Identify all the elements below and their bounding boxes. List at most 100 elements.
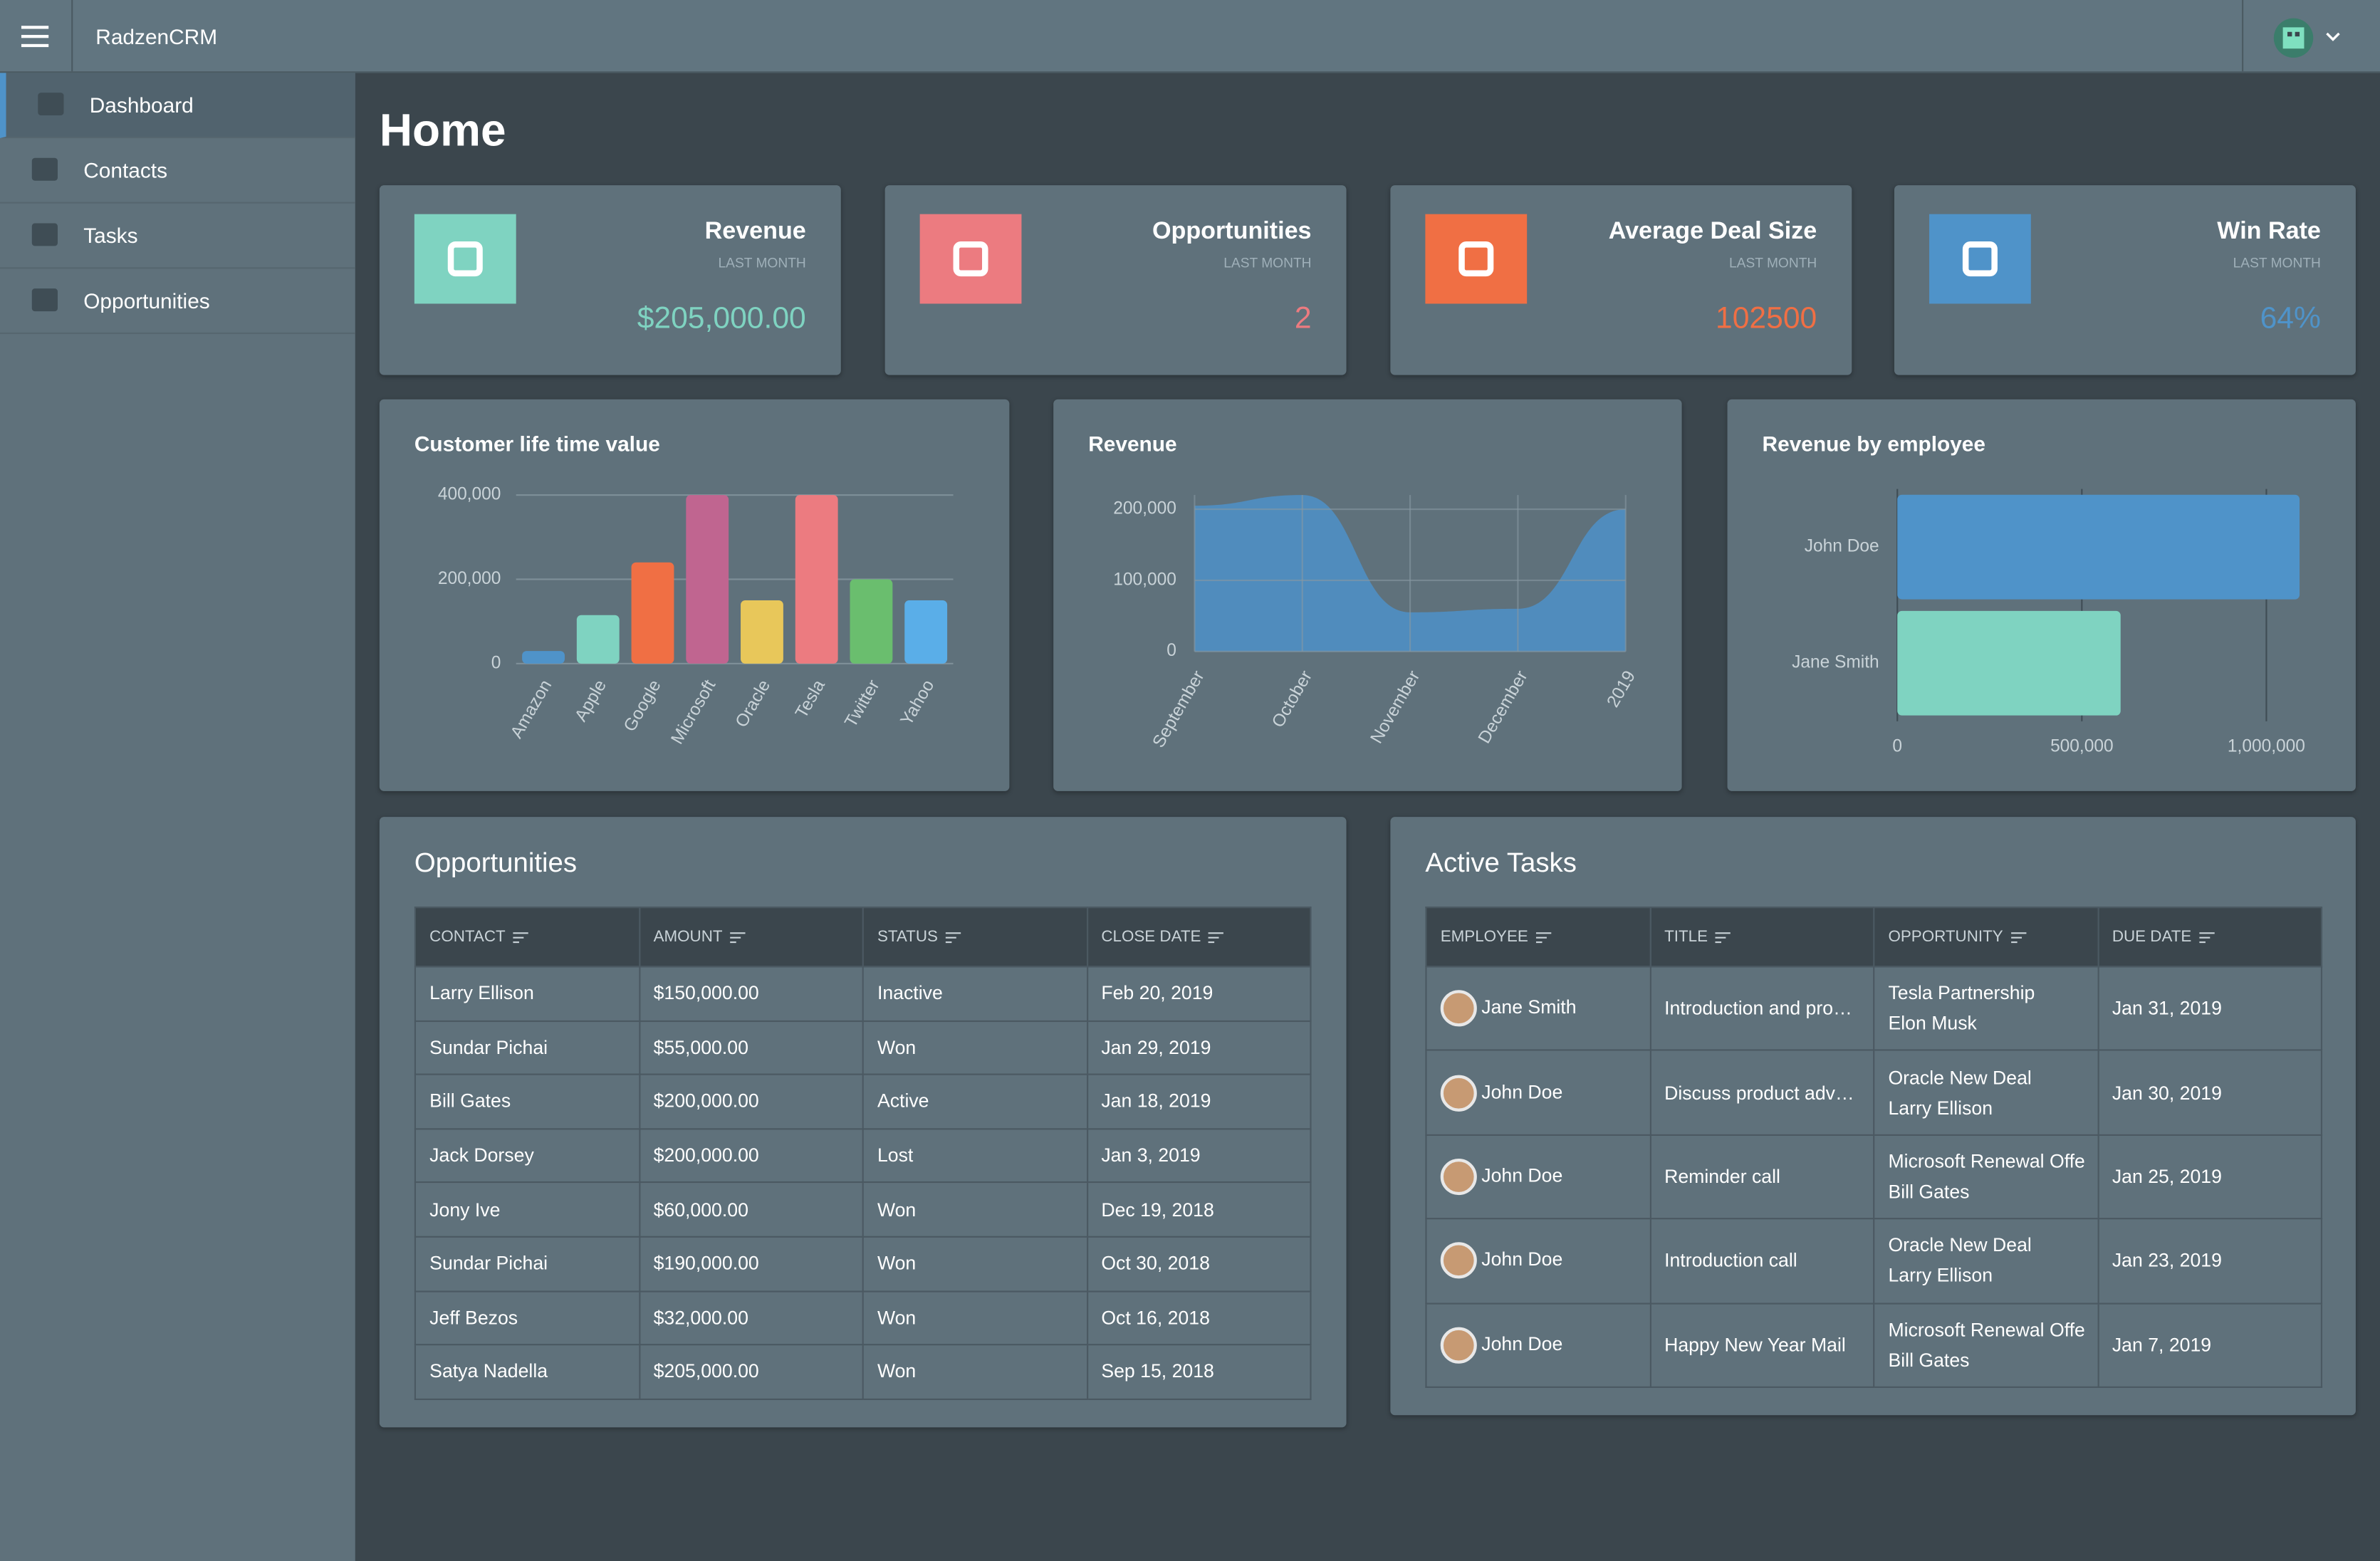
y-tick-label: 0 xyxy=(1166,641,1176,660)
cell: $190,000.00 xyxy=(638,1236,864,1292)
chart: 0 200,000 400,000 Amazon Apple Google Microsof… xyxy=(438,485,954,748)
user-menu[interactable] xyxy=(2272,16,2345,59)
contact: Elon Musk xyxy=(1888,1013,1977,1035)
x-tick-label: December xyxy=(1475,667,1532,746)
opportunity: Oracle New Deal xyxy=(1888,1067,2032,1088)
nav-item[interactable]: Dashboard xyxy=(0,73,355,139)
stat-card: Revenue LAST MONTH $205,000.00 xyxy=(379,185,841,375)
column-label: TITLE xyxy=(1664,927,1708,946)
x-tick-label: Google xyxy=(620,677,665,735)
x-tick-label: Twitter xyxy=(841,677,883,731)
row: John Doe Introduction call Oracle New Deal… xyxy=(1425,1218,2323,1304)
topbar: RadzenCRM xyxy=(0,0,2380,73)
row: John Doe Happy New Year Mail Microsoft Ren… xyxy=(1425,1302,2323,1388)
stat-icon xyxy=(919,214,1022,304)
column-header[interactable]: TITLE xyxy=(1649,906,1875,968)
y-tick-label: 200,000 xyxy=(1113,499,1176,518)
employee: Jane Smith xyxy=(1481,996,1577,1018)
avatar xyxy=(1440,1242,1477,1280)
filter-icon xyxy=(1535,931,1551,943)
stat-title: Average Deal Size xyxy=(1608,219,1817,245)
filter-icon xyxy=(945,931,961,943)
cell: Won xyxy=(862,1181,1088,1238)
cell: John Doe xyxy=(1425,1134,1651,1220)
cell: John Doe xyxy=(1425,1218,1651,1304)
row: Satya Nadella $205,000.00 Won Sep 15, 2018 xyxy=(414,1344,1312,1400)
cell: John Doe xyxy=(1425,1302,1651,1388)
nav-item[interactable]: Opportunities xyxy=(0,268,355,335)
filter-icon xyxy=(1209,931,1224,943)
x-tick-label: Apple xyxy=(571,677,610,725)
chart-card: 0 200,000 400,000 Amazon Apple Google Microsof… xyxy=(379,399,1010,791)
cell: Jan 30, 2019 xyxy=(2097,1050,2323,1136)
cell: Jeff Bezos xyxy=(414,1290,640,1346)
column-label: DUE DATE xyxy=(2112,927,2192,946)
column-header[interactable]: STATUS xyxy=(862,906,1088,968)
chart-card: 0 100,000 200,000 September October November D… xyxy=(1053,399,1682,791)
row: Jeff Bezos $32,000.00 Won Oct 16, 2018 xyxy=(414,1290,1312,1346)
cell: Jan 29, 2019 xyxy=(1086,1020,1312,1076)
cell: Jane Smith xyxy=(1425,966,1651,1052)
avatar xyxy=(1440,1158,1477,1196)
tasks-panel: Active Tasks EMPLOYEE TITLE OPPORTUNITY DUE… xyxy=(1390,817,2356,1416)
avatar xyxy=(1440,1074,1477,1111)
icon-glyph xyxy=(447,241,483,277)
cell: Won xyxy=(862,1020,1088,1076)
column-header[interactable]: OPPORTUNITY xyxy=(1873,906,2099,968)
filter-icon xyxy=(730,931,746,943)
stat-title: Opportunities xyxy=(1152,219,1312,245)
x-tick-label: 500,000 xyxy=(2050,737,2114,756)
filter-icon xyxy=(2198,931,2215,943)
opportunities-panel: Opportunities CONTACT AMOUNT STATUS CLOSE D… xyxy=(379,817,1347,1428)
employee: John Doe xyxy=(1481,1249,1563,1271)
cell: Bill Gates xyxy=(414,1073,640,1129)
cell: Discuss product adv… xyxy=(1649,1050,1875,1136)
filter-icon xyxy=(1715,931,1731,943)
cell: Oct 16, 2018 xyxy=(1086,1290,1312,1346)
y-tick-label: 400,000 xyxy=(438,485,501,504)
column-label: STATUS xyxy=(877,927,938,946)
page-title: Home xyxy=(379,106,506,157)
column-header[interactable]: CONTACT xyxy=(414,906,640,968)
column-label: EMPLOYEE xyxy=(1440,927,1528,946)
stat-subtitle: LAST MONTH xyxy=(1223,255,1312,271)
panel-title: Opportunities xyxy=(414,847,578,878)
cell: Won xyxy=(862,1344,1088,1400)
menu-button[interactable] xyxy=(21,24,52,48)
x-tick-label: September xyxy=(1149,667,1208,751)
x-tick-label: November xyxy=(1367,667,1424,746)
contact: Larry Ellison xyxy=(1888,1097,1993,1119)
x-tick-label: Oracle xyxy=(732,677,774,731)
filter-icon xyxy=(2010,931,2026,943)
nav-item[interactable]: Contacts xyxy=(0,138,355,204)
header-row: CONTACT AMOUNT STATUS CLOSE DATE xyxy=(414,906,1312,968)
x-tick-label: Yahoo xyxy=(897,677,938,729)
stat-icon xyxy=(1929,214,2031,304)
cell: Won xyxy=(862,1236,1088,1292)
column-header[interactable]: DUE DATE xyxy=(2097,906,2323,968)
sidebar: Dashboard Contacts Tasks Opportunities xyxy=(0,73,355,1561)
opportunity: Oracle New Deal xyxy=(1888,1235,2032,1257)
stat-value: 2 xyxy=(1294,302,1312,336)
stat-value: 102500 xyxy=(1716,302,1817,336)
cell: Jan 23, 2019 xyxy=(2097,1218,2323,1304)
stat-card: Opportunities LAST MONTH 2 xyxy=(884,185,1347,375)
nav-item[interactable]: Tasks xyxy=(0,204,355,269)
bar xyxy=(686,495,729,664)
column-header[interactable]: CLOSE DATE xyxy=(1086,906,1312,968)
column-label: CONTACT xyxy=(429,927,506,946)
nav-icon xyxy=(31,288,58,312)
cell: Oracle New Deal Larry Ellison xyxy=(1873,1050,2099,1136)
cell: $60,000.00 xyxy=(638,1181,864,1238)
stat-value: $205,000.00 xyxy=(637,302,806,336)
bar xyxy=(522,651,565,664)
cell: Sep 15, 2018 xyxy=(1086,1344,1312,1400)
nav-icon xyxy=(31,157,58,181)
column-header[interactable]: EMPLOYEE xyxy=(1425,906,1651,968)
bar xyxy=(1897,610,2121,716)
row: John Doe Discuss product adv… Oracle New D… xyxy=(1425,1050,2323,1136)
cell: $200,000.00 xyxy=(638,1073,864,1129)
column-header[interactable]: AMOUNT xyxy=(638,906,864,968)
cell: Sundar Pichai xyxy=(414,1236,640,1292)
